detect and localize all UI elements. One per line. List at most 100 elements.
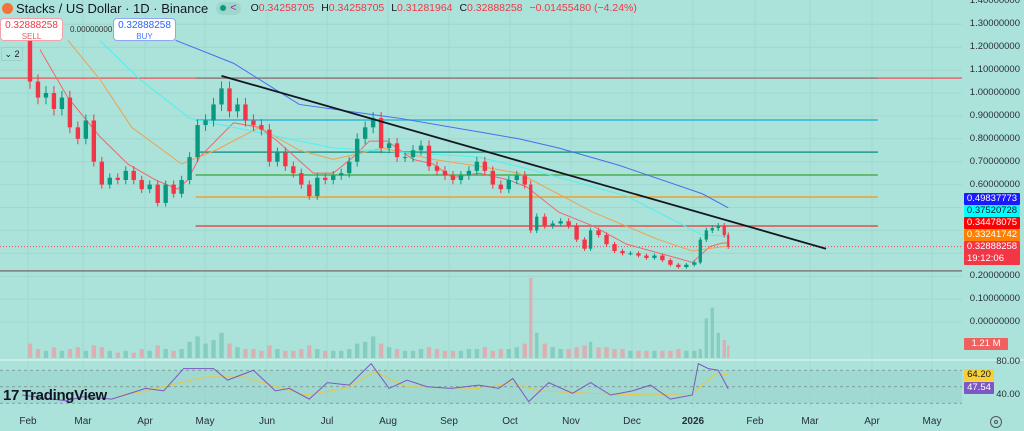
candle-body <box>195 125 200 158</box>
candle-body <box>59 97 65 110</box>
volume-bar <box>291 350 296 358</box>
volume-bar <box>219 332 224 358</box>
candle-body <box>211 104 216 121</box>
price-marker: 0.34478075 <box>964 217 1020 229</box>
price-axis-label: 0.20000000 <box>969 270 1020 282</box>
price-axis-label: 1.10000000 <box>969 64 1020 76</box>
rsi-marker: 64.20 <box>964 369 994 381</box>
volume-bar <box>442 350 448 358</box>
symbol-title[interactable]: Stacks / US Dollar · 1D · Binance <box>16 0 209 16</box>
sell-button[interactable]: 0.32888258 SELL <box>0 18 63 41</box>
candle-body <box>378 118 384 148</box>
spread-value: 0.00000000 <box>70 25 113 34</box>
candle-body <box>566 221 571 226</box>
time-axis-label: May <box>195 416 215 427</box>
candle-body <box>347 161 352 174</box>
candle-body <box>147 184 152 190</box>
volume-bar <box>644 350 649 358</box>
high-label: H <box>321 2 329 14</box>
volume-bar <box>243 349 248 358</box>
volume-bar <box>535 332 539 358</box>
candle-body <box>171 184 176 194</box>
volume-bar <box>474 349 480 358</box>
price-marker: 0.33241742 <box>964 229 1020 241</box>
candle-body <box>426 145 432 167</box>
candle-body <box>67 97 73 128</box>
candle-body <box>636 253 641 256</box>
volume-bar <box>490 350 496 358</box>
time-axis-label: Sep <box>440 416 458 427</box>
candle-body <box>506 180 511 190</box>
candle-body <box>474 161 480 171</box>
candle-body <box>43 93 49 98</box>
volume-bar <box>566 349 571 358</box>
volume-bar <box>315 349 320 358</box>
volume-bar <box>636 350 641 358</box>
candle-body <box>535 216 539 231</box>
volume-bar <box>251 349 256 358</box>
candle-body <box>386 143 392 148</box>
volume-bar <box>331 350 336 358</box>
time-axis-label: Apr <box>137 416 153 427</box>
volume-bar <box>67 349 73 358</box>
volume-bar <box>107 350 112 358</box>
moving-average-line <box>175 39 729 209</box>
candle-body <box>51 93 57 110</box>
candle-body <box>620 251 625 254</box>
volume-marker: 1.21 M <box>964 338 1008 350</box>
status-pill[interactable]: < <box>216 1 241 15</box>
time-axis-label: Mar <box>74 416 92 427</box>
chart-header: Stacks / US Dollar · 1D · Binance < O0.3… <box>0 0 641 16</box>
volume-bar <box>676 349 681 358</box>
candle-body <box>727 234 730 247</box>
settings-gear-icon[interactable] <box>990 416 1002 428</box>
close-value: 0.32888258 <box>467 2 523 14</box>
sell-price: 0.32888258 <box>5 20 58 31</box>
candle-body <box>604 234 609 245</box>
candle-body <box>131 170 136 181</box>
candle-body <box>299 173 304 185</box>
candle-body <box>558 221 563 224</box>
candle-body <box>716 225 720 229</box>
low-label: L <box>391 2 398 14</box>
price-axis-label: 1.40000000 <box>969 0 1020 7</box>
candle-body <box>692 262 697 265</box>
volume-bar <box>354 343 360 358</box>
volume-bar <box>652 350 657 358</box>
rsi-lines <box>21 362 729 403</box>
volume-bar <box>299 349 304 358</box>
candle-body <box>259 125 264 130</box>
candle-body <box>251 120 256 126</box>
tradingview-logo[interactable]: 17 TradingView <box>3 387 107 404</box>
volume-bar <box>710 307 714 358</box>
candle-body <box>410 150 416 158</box>
candle-body <box>27 28 33 82</box>
candle-body <box>529 184 533 231</box>
trendline[interactable] <box>221 74 827 250</box>
candle-body <box>668 260 673 265</box>
candle-body <box>514 175 519 181</box>
volume-bar <box>323 350 328 358</box>
market-open-dot-icon <box>220 5 227 11</box>
buy-button[interactable]: 0.32888258 BUY <box>113 18 176 41</box>
high-value: 0.34258705 <box>328 2 385 14</box>
price-marker: 0.37520728 <box>964 205 1020 217</box>
volume-bar <box>123 350 128 358</box>
indicators-toggle[interactable]: ⌄ 2 <box>1 47 23 61</box>
candle-body <box>704 230 708 240</box>
candle-body <box>75 127 81 139</box>
candle-body <box>596 230 601 235</box>
candle-body <box>442 170 448 176</box>
horizontal-levels[interactable] <box>0 77 962 272</box>
candle-body <box>331 175 336 181</box>
volume-bar <box>283 350 288 358</box>
volume-bar <box>482 347 488 358</box>
candle-body <box>83 120 89 139</box>
share-icon[interactable]: < <box>230 2 237 14</box>
price-axis-label: 0.70000000 <box>969 155 1020 167</box>
candle-body <box>203 120 208 126</box>
volume-bar <box>75 347 81 358</box>
candle-body <box>123 170 128 181</box>
candle-body <box>155 184 160 203</box>
